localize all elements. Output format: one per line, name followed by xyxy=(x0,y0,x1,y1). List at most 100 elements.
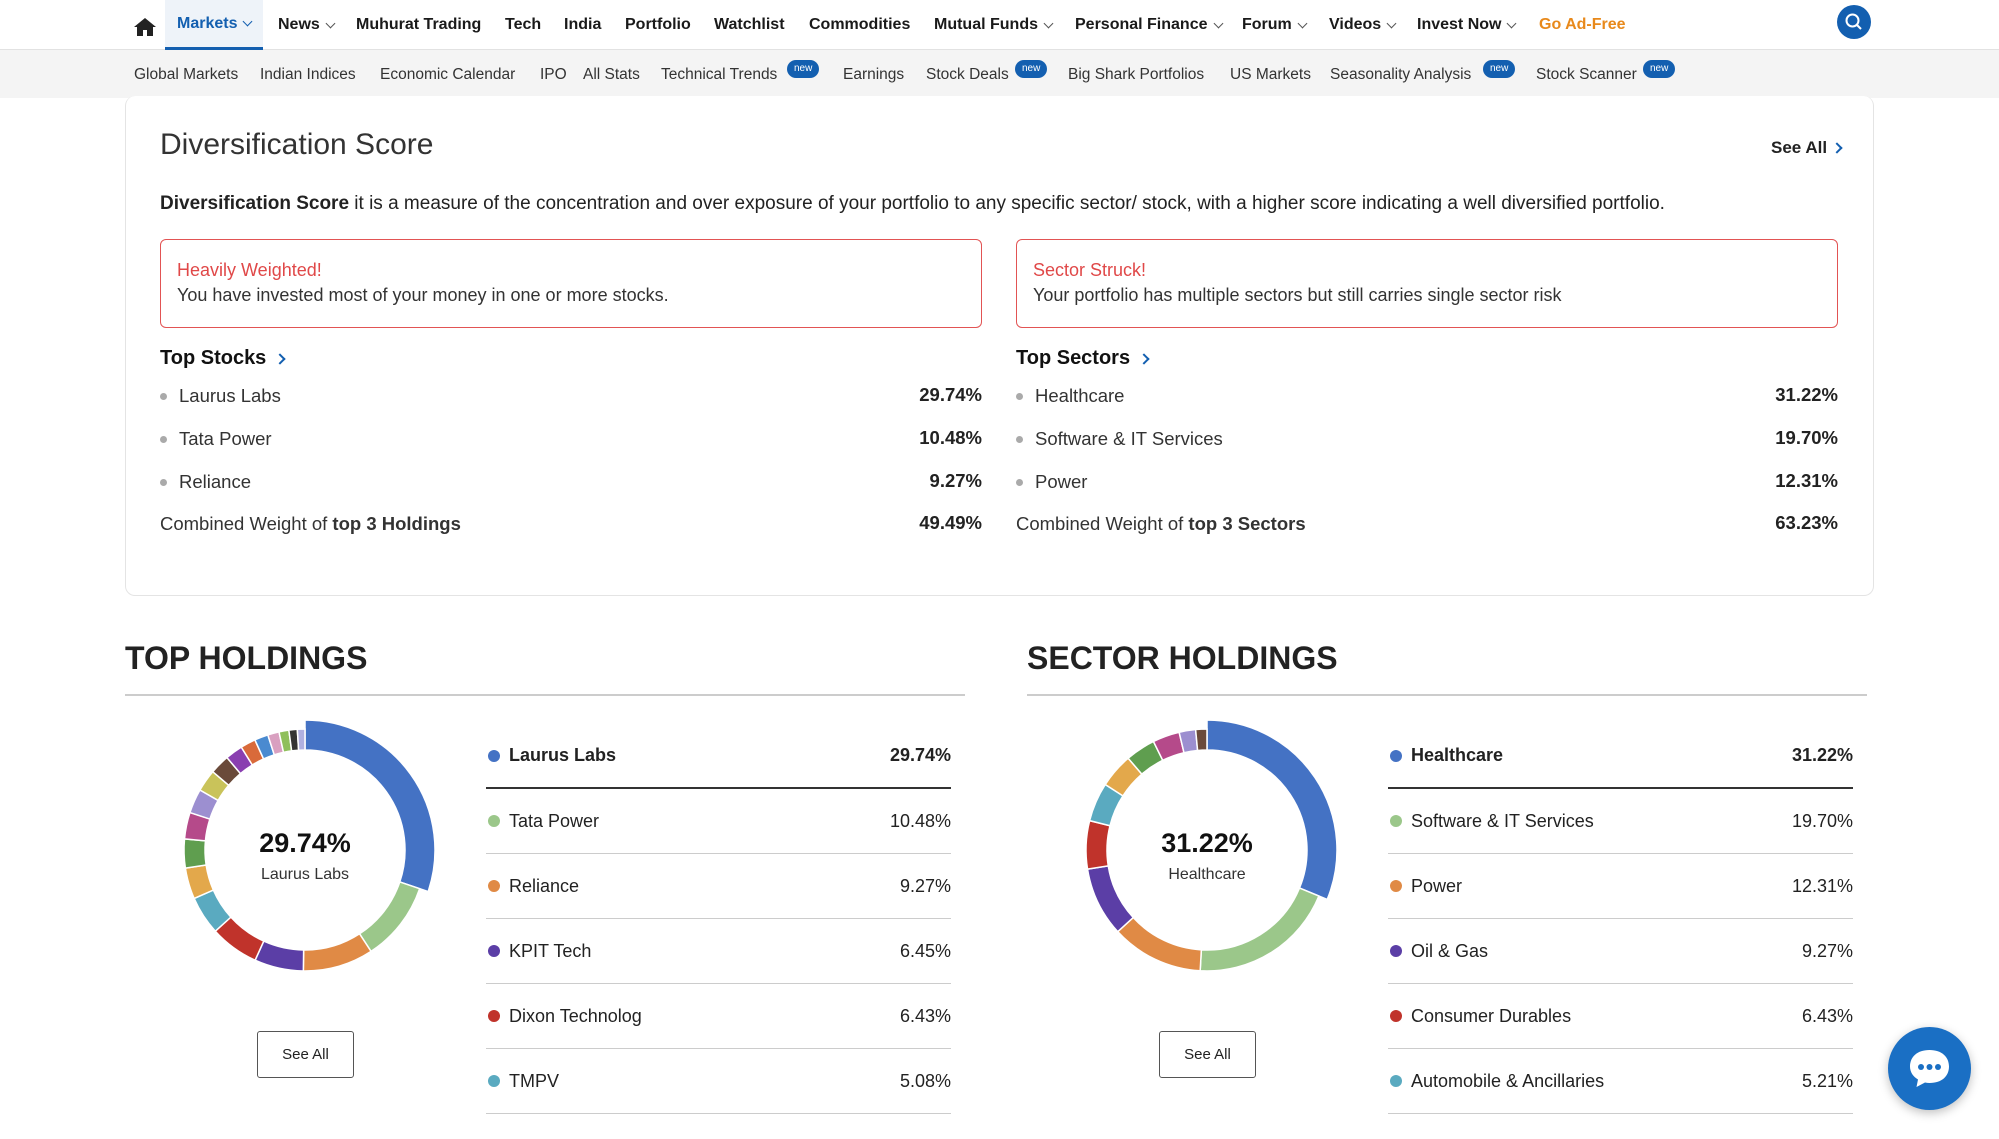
legend-row[interactable]: KPIT Tech 6.45% xyxy=(486,919,951,984)
sector-holdings-title: SECTOR HOLDINGS xyxy=(1027,640,1338,676)
nav-item-muhurat-trading[interactable]: Muhurat Trading xyxy=(356,0,481,50)
bullet-icon xyxy=(1016,478,1023,486)
donut-slice[interactable] xyxy=(304,719,435,893)
home-icon[interactable] xyxy=(132,16,158,38)
chevron-down-icon xyxy=(1297,18,1308,28)
legend-value: 29.74% xyxy=(889,745,951,765)
subnav-item-big-shark-portfolios[interactable]: Big Shark Portfolios xyxy=(1068,66,1205,83)
legend-row[interactable]: Healthcare 31.22% xyxy=(1388,724,1853,789)
legend-dot-icon xyxy=(488,880,500,892)
donut-slice[interactable] xyxy=(302,932,373,972)
list-item: Software & IT Services xyxy=(1016,427,1223,451)
sector-holdings-see-all-button[interactable]: See All xyxy=(1159,1031,1256,1078)
subnav-item-us-markets[interactable]: US Markets xyxy=(1230,66,1311,83)
chevron-down-icon xyxy=(325,18,336,28)
subnav-item-economic-calendar[interactable]: Economic Calendar xyxy=(380,66,516,83)
legend-label: KPIT Tech xyxy=(509,940,592,961)
item-name: Laurus Labs xyxy=(179,385,281,406)
legend-row[interactable]: Tata Power 10.48% xyxy=(486,789,951,854)
item-value: 31.22% xyxy=(1775,384,1838,405)
combined-weight-row: Combined Weight of top 3 Sectors xyxy=(1016,512,1306,536)
bullet-icon xyxy=(1016,435,1023,443)
see-all-label: See All xyxy=(1771,138,1828,157)
legend-dot-icon xyxy=(1390,815,1402,827)
top-navigation: Markets News Muhurat Trading Tech India Portf… xyxy=(0,0,1999,50)
legend-row[interactable]: Laurus Labs 29.74% xyxy=(486,724,951,789)
diversification-see-all-link[interactable]: See All xyxy=(1771,138,1843,158)
sub-navigation: Global Markets Indian Indices Economic Cal… xyxy=(0,50,1999,98)
legend-row[interactable]: Automobile & Ancillaries 5.21% xyxy=(1388,1049,1853,1114)
search-icon xyxy=(1845,13,1862,30)
donut-slice[interactable] xyxy=(1194,728,1208,752)
top-holdings-see-all-button[interactable]: See All xyxy=(257,1031,354,1078)
nav-item-forum[interactable]: Forum xyxy=(1242,0,1308,50)
nav-item-markets[interactable]: Markets xyxy=(165,0,264,50)
nav-item-videos[interactable]: Videos xyxy=(1329,0,1397,50)
new-badge: new xyxy=(1483,60,1516,78)
subnav-item-seasonality-analysis[interactable]: Seasonality Analysis xyxy=(1330,66,1472,83)
legend-row[interactable]: Dixon Technolog 6.43% xyxy=(486,984,951,1049)
nav-item-news[interactable]: News xyxy=(278,0,336,50)
legend-row[interactable]: Power 12.31% xyxy=(1388,854,1853,919)
alert-title: Heavily Weighted! xyxy=(177,260,322,280)
nav-item-personal-finance[interactable]: Personal Finance xyxy=(1075,0,1223,50)
subnav-item-stock-deals[interactable]: Stock Deals xyxy=(926,66,1009,83)
legend-value: 6.45% xyxy=(899,940,951,961)
top-stocks-link[interactable]: Top Stocks xyxy=(160,347,286,370)
chat-button[interactable] xyxy=(1888,1027,1971,1110)
donut-slice[interactable] xyxy=(1206,719,1337,901)
top-holdings-donut-chart xyxy=(183,719,435,972)
nav-item-go-ad-free[interactable]: Go Ad-Free xyxy=(1539,0,1626,50)
legend-dot-icon xyxy=(1390,880,1402,892)
nav-item-label: Tech xyxy=(505,16,542,33)
legend-value: 5.21% xyxy=(1801,1070,1853,1091)
subnav-item-ipo[interactable]: IPO xyxy=(540,66,567,83)
nav-item-label: Invest Now xyxy=(1417,16,1502,33)
nav-item-label: News xyxy=(278,16,320,33)
donut-slice[interactable] xyxy=(358,881,421,953)
donut-center-value: 31.22% xyxy=(1161,828,1253,858)
subnav-item-global-markets[interactable]: Global Markets xyxy=(134,66,239,83)
combined-value: 49.49% xyxy=(919,512,982,533)
section-divider xyxy=(125,694,965,696)
item-value: 19.70% xyxy=(1775,427,1838,448)
legend-value: 19.70% xyxy=(1791,810,1853,831)
combined-bold: top 3 Sectors xyxy=(1188,513,1306,534)
legend-row[interactable]: Reliance 9.27% xyxy=(486,854,951,919)
description-bold: Diversification Score xyxy=(160,193,350,214)
nav-item-commodities[interactable]: Commodities xyxy=(809,0,910,50)
item-name: Software & IT Services xyxy=(1035,428,1223,449)
nav-item-watchlist[interactable]: Watchlist xyxy=(714,0,785,50)
legend-row[interactable]: Software & IT Services 19.70% xyxy=(1388,789,1853,854)
subnav-item-earnings[interactable]: Earnings xyxy=(843,66,905,83)
legend-value: 6.43% xyxy=(1801,1005,1853,1026)
donut-slice[interactable] xyxy=(1116,916,1203,972)
legend-row[interactable]: TMPV 5.08% xyxy=(486,1049,951,1114)
search-button[interactable] xyxy=(1837,5,1871,39)
nav-item-mutual-funds[interactable]: Mutual Funds xyxy=(934,0,1054,50)
top-sectors-link[interactable]: Top Sectors xyxy=(1016,347,1150,370)
item-value: 12.31% xyxy=(1775,470,1838,491)
legend-label: Automobile & Ancillaries xyxy=(1411,1070,1605,1091)
donut-slice[interactable] xyxy=(183,838,207,870)
chevron-right-icon xyxy=(274,352,286,365)
description-text: it is a measure of the concentration and… xyxy=(349,193,1665,214)
bullet-icon xyxy=(160,478,167,486)
subnav-item-all-stats[interactable]: All Stats xyxy=(583,66,640,83)
list-item: Tata Power xyxy=(160,427,272,451)
chevron-down-icon xyxy=(1507,18,1517,28)
subnav-item-stock-scanner[interactable]: Stock Scanner xyxy=(1536,66,1637,83)
legend-row[interactable]: Oil & Gas 9.27% xyxy=(1388,919,1853,984)
legend-label: Reliance xyxy=(509,875,580,896)
subnav-item-technical-trends[interactable]: Technical Trends xyxy=(661,66,778,83)
nav-item-invest-now[interactable]: Invest Now xyxy=(1417,0,1517,50)
legend-dot-icon xyxy=(488,1075,500,1087)
legend-row[interactable]: Consumer Durables 6.43% xyxy=(1388,984,1853,1049)
section-divider xyxy=(1027,694,1867,696)
donut-slice[interactable] xyxy=(1199,887,1320,972)
nav-item-portfolio[interactable]: Portfolio xyxy=(625,0,691,50)
subnav-item-indian-indices[interactable]: Indian Indices xyxy=(260,66,356,83)
nav-item-india[interactable]: India xyxy=(564,0,601,50)
nav-item-tech[interactable]: Tech xyxy=(505,0,541,50)
donut-slice[interactable] xyxy=(296,728,306,751)
